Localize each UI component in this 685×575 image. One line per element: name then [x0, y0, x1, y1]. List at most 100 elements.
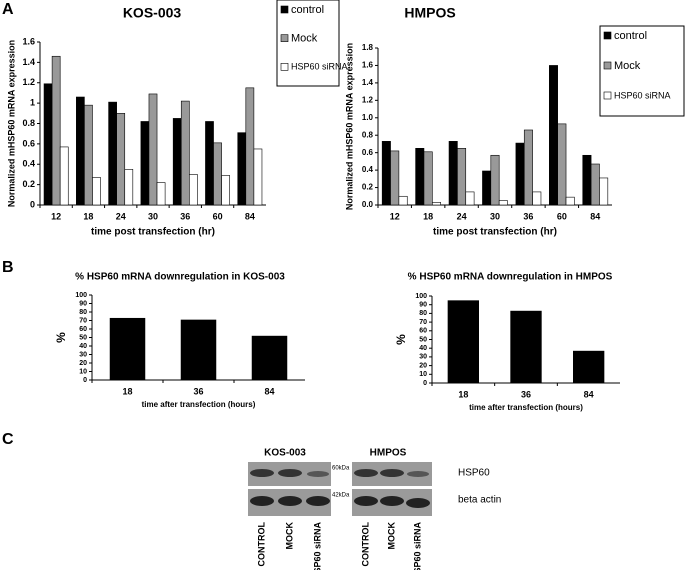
blot-group: KOS-003 — [264, 448, 306, 459]
y-tick-label: 90 — [419, 302, 427, 309]
bar — [549, 65, 558, 206]
bar — [565, 196, 575, 206]
band — [278, 469, 302, 477]
bar — [116, 113, 126, 206]
band — [278, 496, 302, 506]
y-tick-label: 1.2 — [362, 95, 374, 104]
legend-swatch — [280, 5, 289, 14]
legend-label: control — [614, 30, 647, 42]
legend-swatch — [280, 63, 289, 71]
y-tick-label: 1.8 — [362, 43, 374, 52]
bar — [148, 93, 158, 206]
legend-swatch — [280, 34, 289, 42]
y-tick-label: 0.4 — [22, 159, 35, 169]
bar — [59, 146, 69, 206]
bar — [573, 350, 605, 383]
x-tick-label: 84 — [264, 386, 274, 396]
x-tick-label: 36 — [193, 386, 203, 396]
bar — [498, 200, 508, 206]
lane-label: HSP60 siRNA — [412, 522, 422, 570]
y-axis-label: % — [54, 332, 68, 343]
legend-box — [276, 0, 340, 87]
bar — [523, 129, 533, 206]
bar — [189, 174, 198, 206]
y-tick-label: 1 — [30, 98, 35, 108]
y-tick-label: 1.0 — [362, 113, 374, 122]
y-tick-label: 0.4 — [362, 165, 374, 174]
y-tick-label: 1.4 — [362, 78, 374, 87]
bar — [432, 202, 441, 206]
x-tick-label: 24 — [457, 211, 467, 221]
row-label: HSP60 — [458, 468, 490, 479]
legend-swatch — [603, 91, 612, 100]
panel-label: B — [2, 259, 14, 276]
bar — [582, 154, 592, 206]
y-tick-label: 0.6 — [362, 148, 374, 157]
y-tick-label: 20 — [419, 362, 427, 369]
bar — [253, 148, 263, 206]
western-blot: KOS-003 HMPOS 60kDa 42kDa HSP60 beta act… — [248, 448, 501, 575]
bar — [398, 195, 408, 206]
bar — [84, 104, 93, 206]
y-tick-label: 0 — [423, 380, 427, 387]
bar — [390, 150, 400, 206]
y-tick-label: 60 — [419, 328, 427, 335]
legend-label: control — [291, 4, 324, 16]
y-tick-label: 20 — [79, 360, 87, 367]
bar — [557, 123, 567, 206]
band — [407, 471, 429, 477]
bar — [124, 169, 134, 206]
x-axis-label: time after transfection (hours) — [142, 400, 256, 409]
y-tick-label: 0.8 — [362, 130, 374, 139]
bar — [180, 100, 190, 206]
y-tick-label: 70 — [79, 317, 87, 324]
y-tick-label: 1.6 — [22, 36, 35, 46]
band — [306, 496, 330, 506]
lane-label: MOCK — [386, 522, 396, 550]
bar — [51, 55, 61, 206]
band — [380, 469, 404, 477]
panel-label: A — [2, 1, 14, 18]
y-tick-label: 1.6 — [362, 61, 374, 70]
bar — [221, 175, 230, 206]
band — [354, 496, 378, 506]
y-tick-label: 1.2 — [22, 77, 35, 87]
x-tick-label: 60 — [557, 211, 567, 221]
y-axis-label: % — [394, 334, 408, 345]
chart-title: % HSP60 mRNA downregulation in KOS-003 — [75, 272, 285, 283]
x-tick-label: 18 — [458, 389, 468, 399]
x-axis-label: time post transfection (hr) — [433, 227, 557, 238]
x-axis-label: time post transfection (hr) — [91, 227, 215, 238]
lane-label: CONTROL — [360, 522, 370, 567]
bar — [599, 177, 609, 206]
y-tick-label: 1.4 — [22, 57, 35, 67]
x-tick-label: 30 — [148, 211, 158, 221]
y-tick-label: 40 — [419, 345, 427, 352]
y-tick-label: 60 — [79, 326, 87, 333]
x-tick-label: 36 — [523, 211, 533, 221]
band — [307, 471, 329, 477]
y-tick-label: 50 — [419, 336, 427, 343]
bar — [92, 177, 101, 206]
bar — [447, 300, 479, 383]
bar — [515, 142, 525, 206]
bar — [482, 170, 492, 206]
chart-title: KOS-003 — [123, 5, 182, 21]
x-tick-label: 36 — [521, 389, 531, 399]
marker-label: 42kDa — [332, 493, 350, 499]
band — [380, 496, 404, 506]
bar — [156, 182, 166, 206]
bar — [510, 310, 542, 383]
bar — [448, 141, 458, 206]
x-tick-label: 12 — [51, 211, 61, 221]
bar — [465, 191, 475, 206]
row-label: beta actin — [458, 495, 501, 506]
y-tick-label: 10 — [419, 371, 427, 378]
y-tick-label: 0 — [83, 377, 87, 384]
y-tick-label: 0 — [30, 199, 35, 209]
bar — [245, 87, 255, 206]
band — [250, 496, 274, 506]
band — [354, 469, 378, 477]
chart-title: % HSP60 mRNA downregulation in HMPOS — [408, 272, 613, 283]
x-tick-label: 84 — [584, 389, 594, 399]
